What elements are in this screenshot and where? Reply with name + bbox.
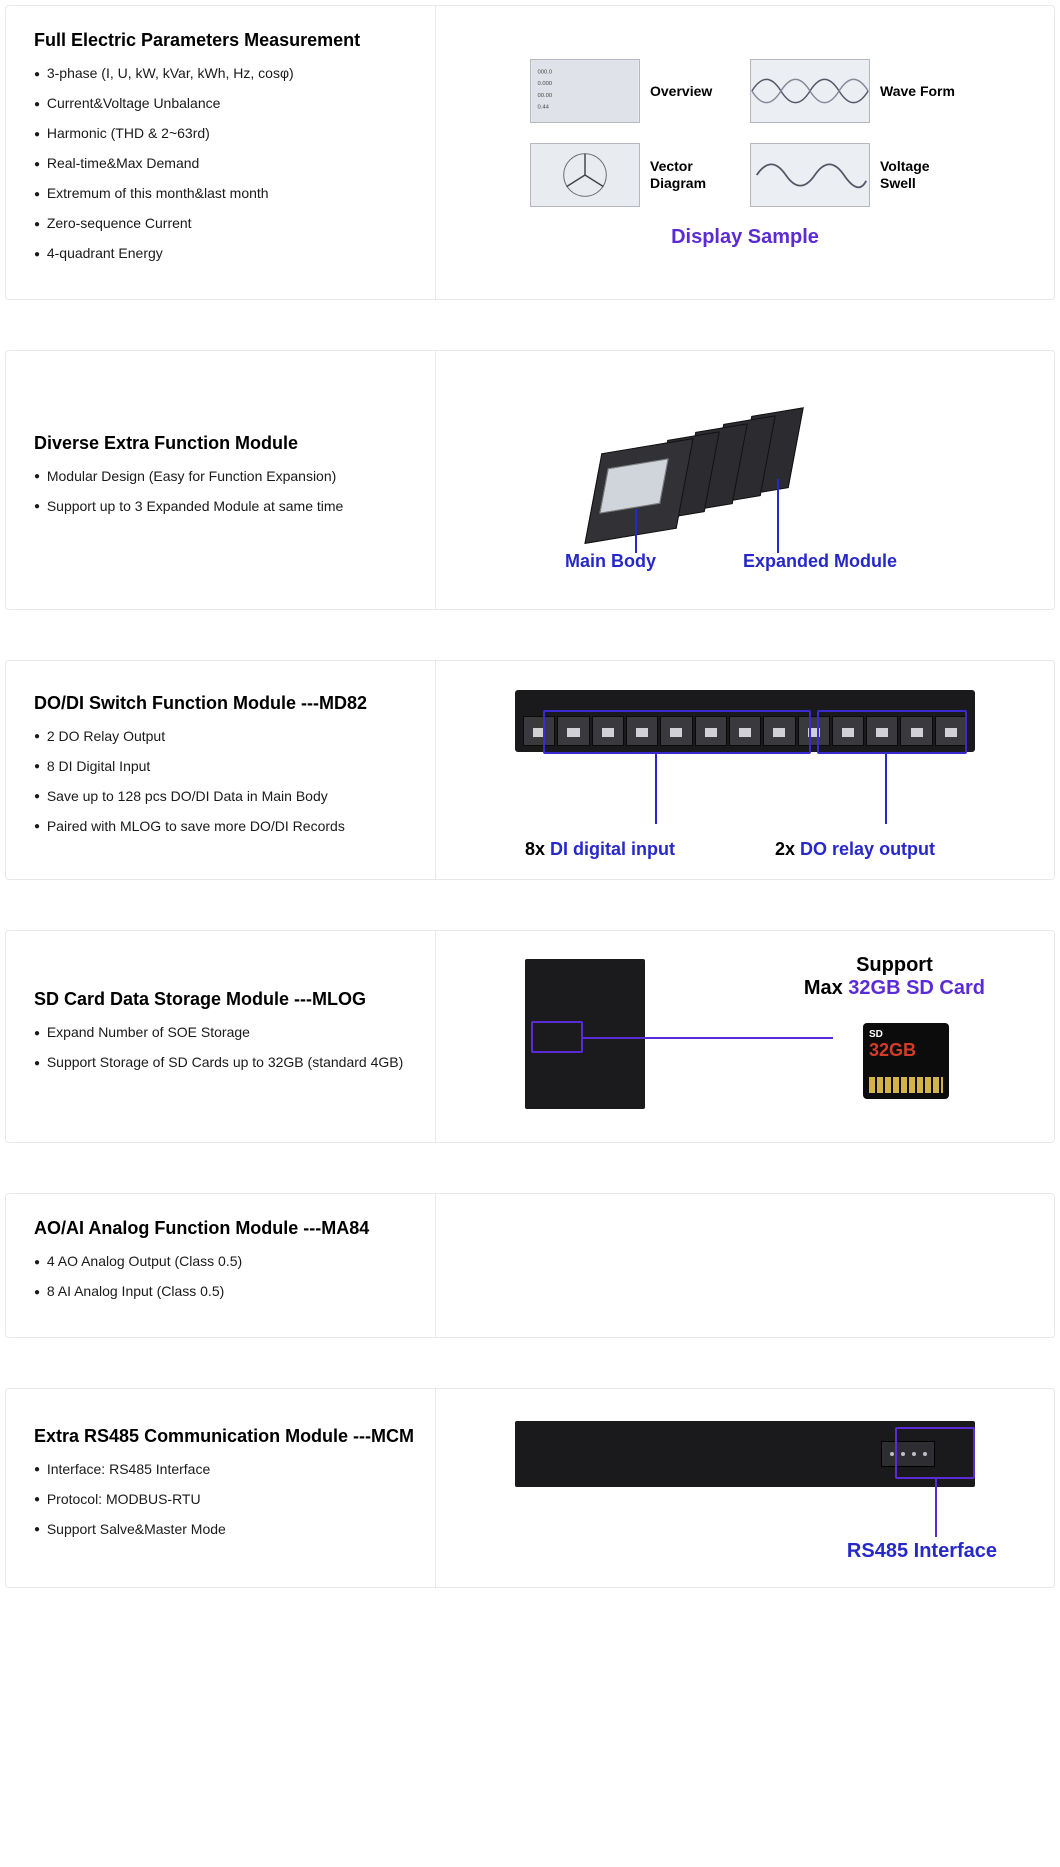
list-item: Extremum of this month&last month bbox=[34, 185, 415, 201]
card-title: AO/AI Analog Function Module ---MA84 bbox=[34, 1218, 415, 1239]
card-title: Extra RS485 Communication Module ---MCM bbox=[34, 1426, 415, 1447]
card-title: SD Card Data Storage Module ---MLOG bbox=[34, 989, 415, 1010]
card-module: Diverse Extra Function Module Modular De… bbox=[5, 350, 1055, 610]
card-dodi: DO/DI Switch Function Module ---MD82 2 D… bbox=[5, 660, 1055, 880]
di-prefix: 8x bbox=[525, 839, 550, 859]
card-right bbox=[436, 1194, 1054, 1337]
sd-slot-outline bbox=[531, 1021, 583, 1053]
module-diagram: Main Body Expanded Module bbox=[485, 385, 1005, 575]
rs-port-outline bbox=[895, 1427, 975, 1479]
dodi-diagram: 8x DI digital input 2x DO relay output bbox=[485, 680, 1005, 860]
bullet-list: Modular Design (Easy for Function Expans… bbox=[34, 468, 415, 528]
card-right: SD 32GB Support Max 32GB SD Card bbox=[436, 931, 1054, 1142]
list-item: Paired with MLOG to save more DO/DI Reco… bbox=[34, 818, 415, 834]
di-outline bbox=[543, 710, 811, 754]
rs-port-label: RS485 Interface bbox=[847, 1540, 997, 1563]
list-item: 4-quadrant Energy bbox=[34, 245, 415, 261]
thumb-caption: Overview bbox=[650, 83, 740, 100]
card-title: Full Electric Parameters Measurement bbox=[34, 30, 415, 51]
svg-text:00.00: 00.00 bbox=[538, 93, 553, 99]
card-left: Diverse Extra Function Module Modular De… bbox=[6, 351, 436, 609]
bullet-list: 2 DO Relay Output 8 DI Digital Input Sav… bbox=[34, 728, 415, 848]
svg-text:0.000: 0.000 bbox=[538, 81, 553, 87]
card-right: 8x DI digital input 2x DO relay output bbox=[436, 661, 1054, 879]
svg-text:0.44: 0.44 bbox=[538, 104, 550, 110]
sd-connector-line bbox=[583, 1037, 833, 1039]
card-rs485: Extra RS485 Communication Module ---MCM … bbox=[5, 1388, 1055, 1588]
do-accent: DO relay output bbox=[800, 839, 935, 859]
rs485-diagram: RS485 Interface bbox=[485, 1413, 1005, 1563]
card-left: DO/DI Switch Function Module ---MD82 2 D… bbox=[6, 661, 436, 879]
thumb-vector bbox=[530, 143, 640, 207]
do-outline bbox=[817, 710, 967, 754]
do-label: 2x DO relay output bbox=[775, 839, 935, 860]
list-item: Zero-sequence Current bbox=[34, 215, 415, 231]
list-item: 8 DI Digital Input bbox=[34, 758, 415, 774]
thumb-waveform bbox=[750, 59, 870, 123]
di-label: 8x DI digital input bbox=[525, 839, 675, 860]
bullet-list: Expand Number of SOE Storage Support Sto… bbox=[34, 1024, 415, 1084]
display-sample-label: Display Sample bbox=[671, 226, 819, 249]
list-item: 4 AO Analog Output (Class 0.5) bbox=[34, 1253, 415, 1269]
card-right: 000.0 0.000 00.00 0.44 Overview Wave Form V… bbox=[436, 6, 1054, 299]
support-line1: Support bbox=[804, 954, 985, 977]
card-left: Extra RS485 Communication Module ---MCM … bbox=[6, 1389, 436, 1587]
card-title: DO/DI Switch Function Module ---MD82 bbox=[34, 693, 415, 714]
bullet-list: 3-phase (I, U, kW, kVar, kWh, Hz, cosφ) … bbox=[34, 65, 415, 275]
thumb-caption: Wave Form bbox=[880, 83, 960, 100]
list-item: Real-time&Max Demand bbox=[34, 155, 415, 171]
sd-card-top: SD bbox=[869, 1029, 943, 1040]
list-item: Interface: RS485 Interface bbox=[34, 1461, 415, 1477]
card-sd: SD Card Data Storage Module ---MLOG Expa… bbox=[5, 930, 1055, 1143]
thumb-overview: 000.0 0.000 00.00 0.44 bbox=[530, 59, 640, 123]
di-accent: DI digital input bbox=[550, 839, 675, 859]
list-item: 8 AI Analog Input (Class 0.5) bbox=[34, 1283, 415, 1299]
card-left: SD Card Data Storage Module ---MLOG Expa… bbox=[6, 931, 436, 1142]
card-left: AO/AI Analog Function Module ---MA84 4 A… bbox=[6, 1194, 436, 1337]
sd-diagram: SD 32GB Support Max 32GB SD Card bbox=[485, 949, 1005, 1124]
thumb-caption: Voltage Swell bbox=[880, 158, 960, 192]
bullet-list: Interface: RS485 Interface Protocol: MOD… bbox=[34, 1461, 415, 1551]
bullet-list: 4 AO Analog Output (Class 0.5) 8 AI Anal… bbox=[34, 1253, 415, 1313]
list-item: Save up to 128 pcs DO/DI Data in Main Bo… bbox=[34, 788, 415, 804]
list-item: Current&Voltage Unbalance bbox=[34, 95, 415, 111]
list-item: Protocol: MODBUS-RTU bbox=[34, 1491, 415, 1507]
support-accent: 32GB SD Card bbox=[848, 977, 985, 999]
thumb-voltage-swell bbox=[750, 143, 870, 207]
list-item: Expand Number of SOE Storage bbox=[34, 1024, 415, 1040]
card-right: RS485 Interface bbox=[436, 1389, 1054, 1587]
display-sample-grid: 000.0 0.000 00.00 0.44 Overview Wave Form V… bbox=[530, 56, 960, 210]
card-left: Full Electric Parameters Measurement 3-p… bbox=[6, 6, 436, 299]
sd-card-icon: SD 32GB bbox=[863, 1023, 949, 1099]
card-title: Diverse Extra Function Module bbox=[34, 433, 415, 454]
list-item: Modular Design (Easy for Function Expans… bbox=[34, 468, 415, 484]
svg-text:000.0: 000.0 bbox=[538, 70, 553, 76]
list-item: Harmonic (THD & 2~63rd) bbox=[34, 125, 415, 141]
label-expanded-module: Expanded Module bbox=[743, 551, 897, 572]
sd-card-capacity: 32GB bbox=[869, 1040, 943, 1061]
rs-pointer-line bbox=[935, 1479, 937, 1537]
card-aoai: AO/AI Analog Function Module ---MA84 4 A… bbox=[5, 1193, 1055, 1338]
list-item: Support Storage of SD Cards up to 32GB (… bbox=[34, 1054, 415, 1070]
do-prefix: 2x bbox=[775, 839, 800, 859]
card-right: Main Body Expanded Module bbox=[436, 351, 1054, 609]
label-main-body: Main Body bbox=[565, 551, 656, 572]
list-item: 2 DO Relay Output bbox=[34, 728, 415, 744]
list-item: 3-phase (I, U, kW, kVar, kWh, Hz, cosφ) bbox=[34, 65, 415, 81]
list-item: Support Salve&Master Mode bbox=[34, 1521, 415, 1537]
card-electric-params: Full Electric Parameters Measurement 3-p… bbox=[5, 5, 1055, 300]
sd-support-text: Support Max 32GB SD Card bbox=[804, 954, 985, 1000]
support-prefix: Max bbox=[804, 977, 848, 999]
list-item: Support up to 3 Expanded Module at same … bbox=[34, 498, 415, 514]
thumb-caption: Vector Diagram bbox=[650, 158, 740, 192]
